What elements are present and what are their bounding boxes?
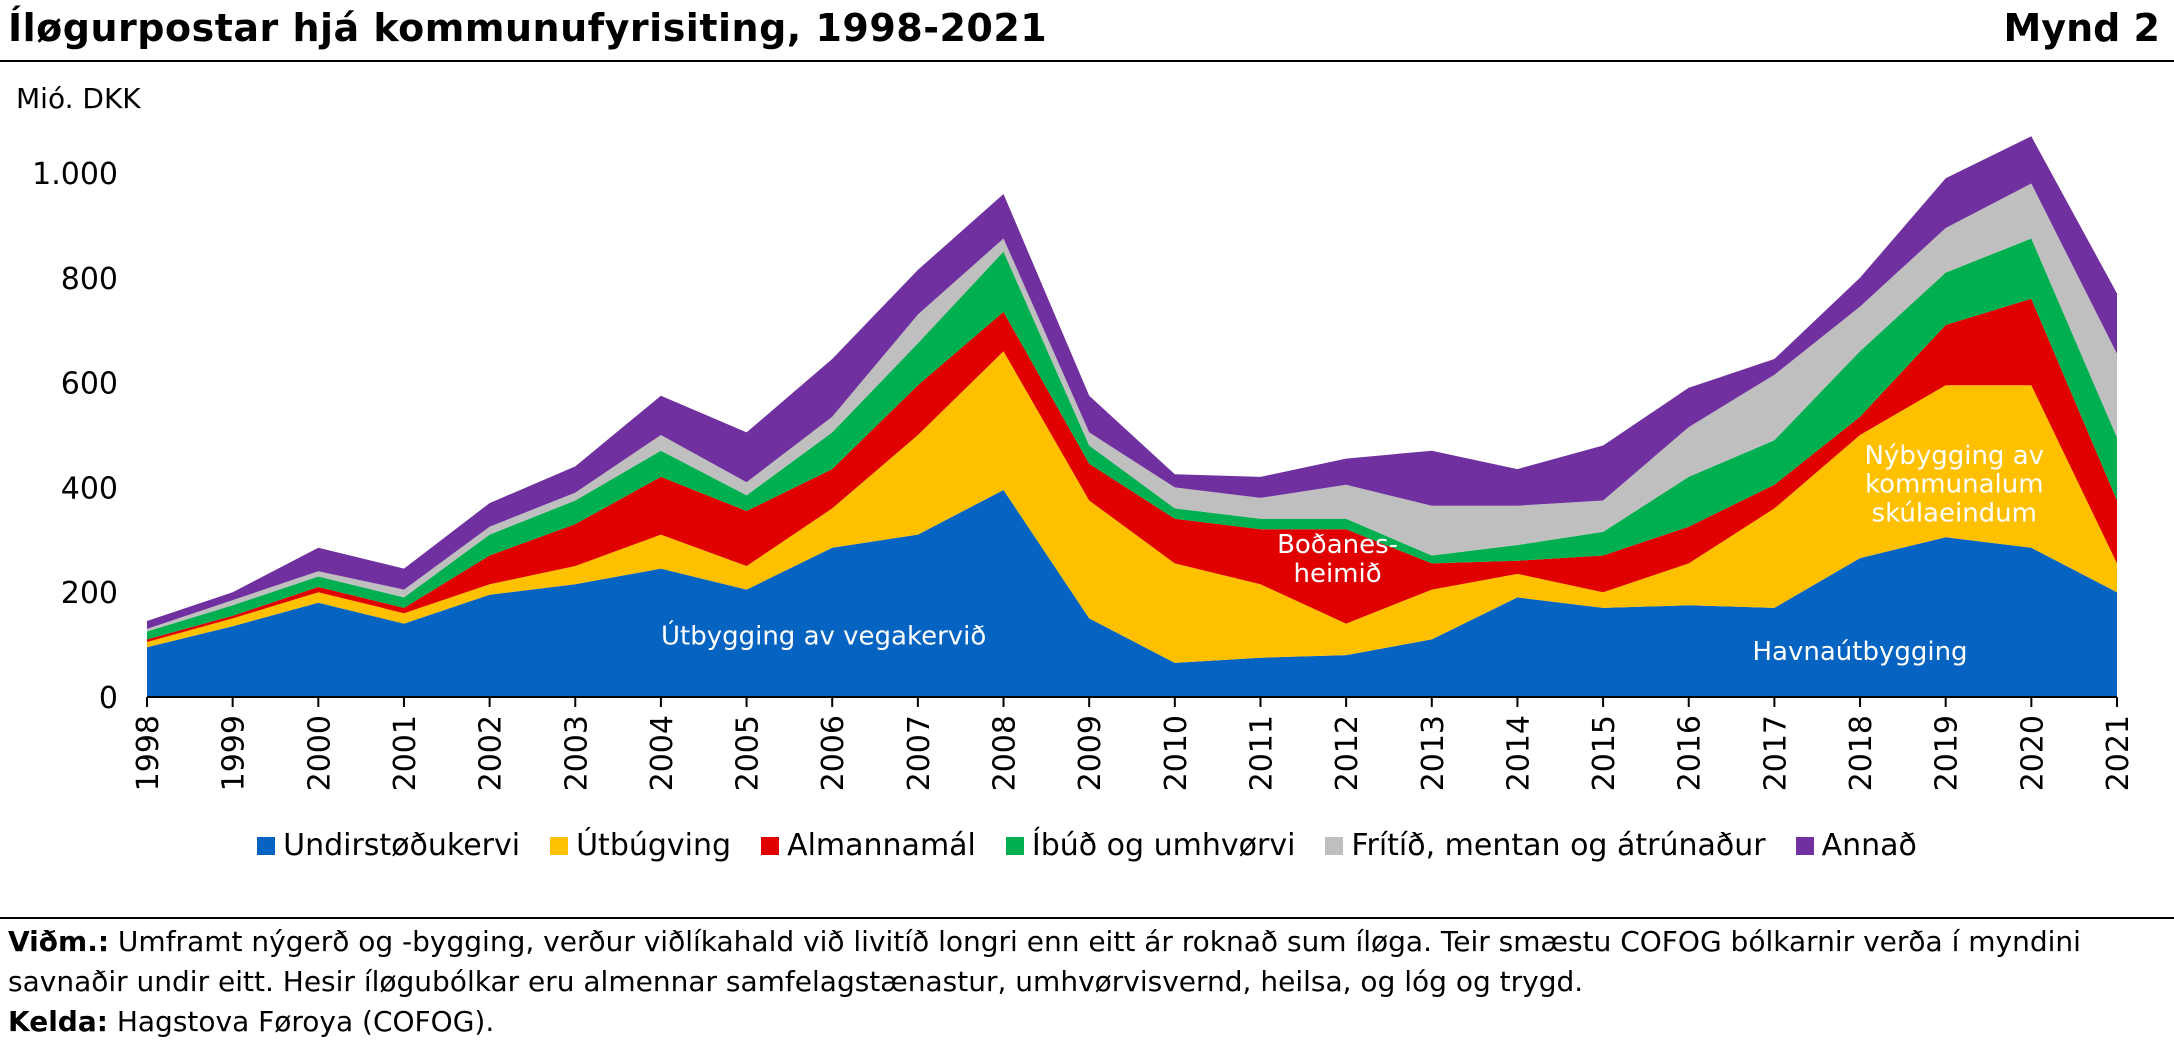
legend-swatch — [550, 836, 569, 855]
legend-item: Útbúgving — [550, 828, 731, 863]
series-area-5 — [147, 136, 2117, 629]
x-tick-label: 2020 — [2015, 715, 2050, 791]
bottom-rule — [0, 917, 2174, 919]
legend-swatch — [1325, 836, 1344, 855]
x-tick-label: 1998 — [131, 715, 166, 791]
legend-label: Annað — [1821, 828, 1917, 863]
y-tick-label: 1.000 — [32, 157, 118, 192]
x-tick-label: 2017 — [1758, 715, 1793, 791]
x-tick-label: 2015 — [1587, 715, 1622, 791]
x-tick-label: 2007 — [902, 715, 937, 791]
source-text: Hagstova Føroya (COFOG). — [107, 1005, 495, 1038]
legend-swatch — [1795, 836, 1814, 855]
x-tick-label: 2002 — [474, 715, 509, 791]
annotation-label: Havnaútbygging — [1753, 637, 1968, 667]
note-paragraph: Viðm.: Umframt nýgerð og -bygging, verðu… — [8, 922, 2148, 1002]
x-tick-label: 2013 — [1416, 715, 1451, 791]
legend-label: Undirstøðukervi — [283, 828, 521, 863]
x-tick-label: 2005 — [731, 715, 766, 791]
legend-item: Undirstøðukervi — [257, 828, 520, 863]
note-text: Umframt nýgerð og -bygging, verður viðlí… — [8, 925, 2081, 998]
x-tick-label: 2000 — [302, 715, 337, 791]
series-area-2 — [147, 298, 2117, 642]
y-tick-label: 400 — [61, 471, 118, 506]
chart-title: Íløgurpostar hjá kommunufyrisiting, 1998… — [8, 6, 1048, 50]
x-tick-label: 2016 — [1673, 715, 1708, 791]
y-axis-unit-label: Mió. DKK — [16, 82, 141, 115]
series-area-0 — [147, 490, 2117, 697]
source-line: Kelda: Hagstova Føroya (COFOG). — [8, 1002, 2148, 1042]
x-tick-label: 2014 — [1501, 715, 1536, 791]
stacked-area-chart: 0 200 400 600 800 1.000 1998 1999 2000 2001 2002 20… — [32, 136, 2136, 791]
x-tick-label: 2008 — [988, 715, 1023, 791]
legend-label: Íbúð og umhvørvi — [1031, 828, 1296, 863]
legend-swatch — [257, 836, 276, 855]
legend-label: Útbúgving — [576, 828, 732, 863]
source-label: Kelda: — [8, 1005, 108, 1038]
chart-legend: Undirstøðukervi Útbúgving Almannamál Íbúð o… — [0, 828, 2174, 863]
series-area-4 — [147, 183, 2117, 632]
y-tick-label: 800 — [61, 262, 118, 297]
annotation-label: Útbygging av vegakervið — [661, 620, 986, 652]
series-area-3 — [147, 238, 2117, 640]
top-rule — [0, 60, 2174, 62]
x-tick-label: 2006 — [816, 715, 851, 791]
x-tick-label: 2009 — [1073, 715, 1108, 791]
legend-swatch — [761, 836, 780, 855]
x-tick-label: 2019 — [1930, 715, 1965, 791]
legend-swatch — [1005, 836, 1024, 855]
figure-label: Mynd 2 — [2003, 6, 2160, 50]
y-tick-label: 200 — [61, 576, 118, 611]
legend-item: Frítíð, mentan og átrúnaður — [1325, 828, 1766, 863]
x-tick-label: 2001 — [388, 715, 423, 791]
annotation-label: Boðanes- — [1277, 530, 1398, 560]
annotation-label: heimið — [1293, 559, 1381, 589]
annotation-label: kommunalum — [1865, 470, 2044, 500]
x-tick-label: 2004 — [645, 715, 680, 791]
annotation-label: Nýbygging av — [1864, 441, 2044, 471]
x-tick-label: 2011 — [1244, 715, 1279, 791]
x-tick-label: 2012 — [1330, 715, 1365, 791]
x-tick-label: 2010 — [1159, 715, 1194, 791]
legend-item: Annað — [1795, 828, 1917, 863]
y-tick-label: 600 — [61, 367, 118, 402]
legend-label: Frítíð, mentan og átrúnaður — [1351, 828, 1766, 863]
legend-item: Almannamál — [761, 828, 976, 863]
x-tick-label: 2003 — [559, 715, 594, 791]
note-label: Viðm.: — [8, 925, 110, 958]
footnotes: Viðm.: Umframt nýgerð og -bygging, verðu… — [8, 922, 2148, 1042]
x-tick-label: 2018 — [1844, 715, 1879, 791]
legend-item: Íbúð og umhvørvi — [1005, 828, 1296, 863]
x-tick-label: 2021 — [2101, 715, 2136, 791]
x-tick-label: 1999 — [217, 715, 252, 791]
annotation-label: skúlaeindum — [1872, 499, 2037, 529]
series-area-1 — [147, 351, 2117, 663]
legend-label: Almannamál — [787, 828, 976, 863]
y-tick-label: 0 — [99, 681, 118, 716]
